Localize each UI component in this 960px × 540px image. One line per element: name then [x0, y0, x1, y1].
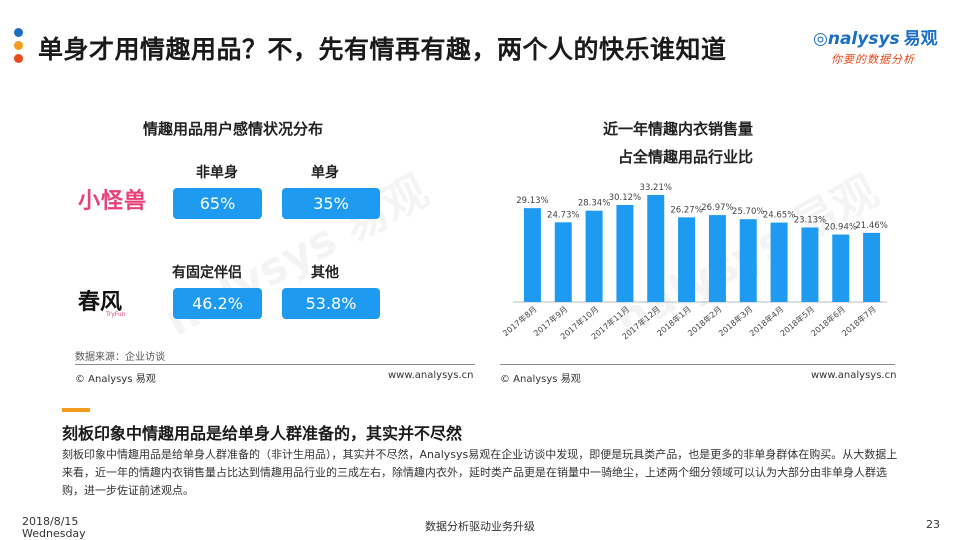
chart-data-label: 33.21%: [640, 183, 672, 193]
footer-weekday: Wednesday: [22, 527, 86, 540]
chart-data-label: 30.12%: [609, 193, 641, 203]
left-panel-title: 情趣用品用户感情状况分布: [143, 120, 324, 138]
data-source: 数据来源：企业访谈: [75, 352, 165, 363]
chart-data-label: 29.13%: [516, 196, 548, 206]
chart-bar: [863, 232, 881, 302]
logo-tagline: 你要的数据分析: [831, 53, 915, 66]
footer-date: 2018/8/15: [22, 515, 79, 528]
chart-bar: [770, 222, 788, 302]
value-pill-fixed-partner: 46.2%: [173, 288, 262, 319]
chart-data-label: 23.13%: [794, 215, 826, 225]
chart-bar: [616, 204, 634, 302]
brand-logo-xiaoguaishou: 小怪兽: [78, 189, 148, 214]
chart-data-label: 25.70%: [732, 207, 764, 217]
chart-data-label: 28.34%: [578, 199, 610, 209]
chart-x-tick-label: 2018年7月: [840, 304, 878, 338]
dot-orange: [14, 41, 23, 50]
logo-wordmark: ◎nalysys 易观: [813, 29, 938, 49]
label-fixed-partner: 有固定伴侣: [172, 265, 242, 281]
right-footer-rule: [500, 364, 895, 365]
value-pill-non-single: 65%: [173, 188, 262, 219]
left-website: www.analysys.cn: [388, 370, 474, 381]
footer-tagline: 数据分析驱动业务升级: [425, 520, 535, 533]
right-website: www.analysys.cn: [811, 370, 897, 381]
label-non-single: 非单身: [196, 165, 238, 181]
page-number: 23: [926, 518, 940, 531]
chart-data-label: 24.65%: [763, 211, 795, 221]
brand2-cn: 春风: [78, 289, 123, 315]
analysys-logo: ◎nalysys 易观 你要的数据分析: [813, 24, 943, 74]
chart-bar: [801, 227, 819, 302]
sales-share-bar-chart: 29.13%2017年8月24.73%2017年9月28.34%2017年10月…: [501, 183, 888, 341]
chart-data-label: 24.73%: [547, 210, 579, 220]
chart-title-line1: 近一年情趣内衣销售量: [603, 120, 754, 138]
chart-data-label: 26.97%: [701, 203, 733, 213]
left-footer-rule: [75, 364, 475, 365]
chart-bar: [708, 215, 726, 302]
chart-bar: [585, 210, 603, 302]
label-other: 其他: [311, 265, 339, 281]
chart-data-label: 21.46%: [855, 221, 887, 231]
conclusion-heading: 刻板印象中情趣用品是给单身人群准备的，其实并不尽然: [62, 424, 463, 443]
page-title: 单身才用情趣用品？不，先有情再有趣，两个人的快乐谁知道: [38, 35, 727, 64]
dot-blue: [14, 28, 23, 37]
right-copyright: © Analysys 易观: [500, 374, 581, 385]
chart-bar: [678, 217, 696, 302]
title-dots: [14, 28, 26, 68]
footer-date-block: 2018/8/15 Wednesday: [22, 516, 86, 540]
section-accent-bar: [62, 408, 90, 412]
brand2-en: TryFun: [106, 311, 126, 318]
watermark: nalysys 易观: [157, 165, 437, 347]
chart-data-label: 26.27%: [670, 205, 702, 215]
left-copyright: © Analysys 易观: [75, 374, 156, 385]
chart-bar: [523, 208, 541, 302]
chart-bar: [554, 222, 572, 302]
chart-data-label: 20.94%: [825, 223, 857, 233]
chart-title-line2: 占全情趣用品行业比: [618, 148, 754, 166]
value-pill-other: 53.8%: [282, 288, 380, 319]
brand-logo-chunfeng: 春风 TryFun: [78, 284, 158, 324]
chart-bar: [647, 194, 665, 302]
chart-bar: [739, 219, 757, 302]
chart-bar: [832, 234, 850, 302]
dot-red: [14, 54, 23, 63]
logo-cn: 易观: [903, 29, 938, 49]
logo-name: nalysys: [827, 29, 900, 49]
value-pill-single: 35%: [282, 188, 380, 219]
label-single: 单身: [311, 165, 339, 181]
conclusion-body: 刻板印象中情趣用品是给单身人群准备的（非计生用品），其实并不尽然，Analysy…: [62, 448, 898, 497]
